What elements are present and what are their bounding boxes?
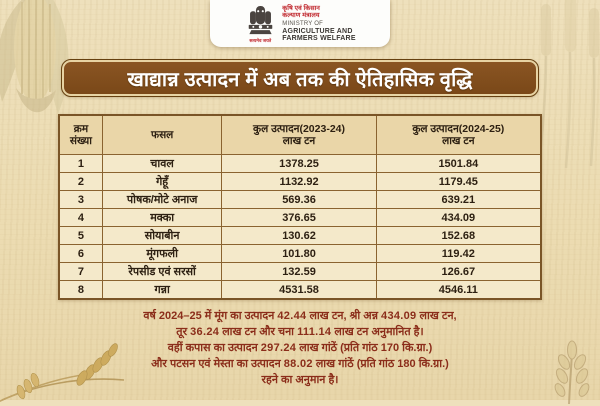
cell-crop: चावल <box>101 154 223 173</box>
cell-prod-2023-24: 376.65 <box>221 208 377 227</box>
cell-prod-2023-24: 130.62 <box>221 226 377 245</box>
cell-crop: गन्ना <box>101 280 223 300</box>
col-header-crop: फसल <box>101 114 223 155</box>
cell-serial: 5 <box>58 226 103 245</box>
ministry-name: कृषि एवं किसान कल्याण मंत्रालय MINISTRY … <box>282 5 355 43</box>
ministry-header-card: सत्यमेव जयते कृषि एवं किसान कल्याण मंत्र… <box>210 0 390 47</box>
footer-line: और पटसन एवं मेस्ता का उत्पादन 88.02 लाख … <box>151 358 449 370</box>
ministry-name-english-1: MINISTRY OF <box>282 20 323 27</box>
cell-serial: 3 <box>58 190 103 209</box>
cell-serial: 6 <box>58 244 103 263</box>
cell-prod-2023-24: 1378.25 <box>221 154 377 173</box>
page-title: खाद्यान्न उत्पादन में अब तक की ऐतिहासिक … <box>127 68 473 91</box>
cell-prod-2024-25: 119.42 <box>375 244 542 263</box>
table-row: 3 पोषक/मोटे अनाज 569.36 639.21 <box>58 190 542 209</box>
production-table-body: 1 चावल 1378.25 1501.84 2 गेहूँ 1132.92 1179.45 3… <box>58 154 542 300</box>
ministry-name-hindi-2: कल्याण मंत्रालय <box>282 12 320 19</box>
cell-prod-2024-25: 1501.84 <box>375 154 542 173</box>
ministry-name-english-2: AGRICULTURE AND <box>282 27 353 35</box>
footer-line: वर्ष 2024–25 में मूंग का उत्पादन 42.44 ल… <box>143 310 457 322</box>
col-header-serial: क्रम संख्या <box>58 114 103 155</box>
table-row: 6 मूंगफली 101.80 119.42 <box>58 244 542 263</box>
table-header-row: क्रम संख्या फसल कुल उत्पादन(2023-24) लाख ट… <box>58 114 542 155</box>
cell-prod-2023-24: 101.80 <box>221 244 377 263</box>
footer-line: रहने का अनुमान है। <box>261 374 339 386</box>
emblem-motto: सत्यमेव जयते <box>249 38 272 43</box>
cell-crop: रेपसीड एवं सरसों <box>101 262 223 281</box>
cell-crop: पोषक/मोटे अनाज <box>101 190 223 209</box>
cell-crop: सोयाबीन <box>101 226 223 245</box>
national-emblem-icon: सत्यमेव जयते <box>244 4 276 43</box>
title-banner: खाद्यान्न उत्पादन में अब तक की ऐतिहासिक … <box>61 59 539 97</box>
cell-prod-2024-25: 152.68 <box>375 226 542 245</box>
table-row: 4 मक्का 376.65 434.09 <box>58 208 542 227</box>
cell-prod-2023-24: 132.59 <box>221 262 377 281</box>
cell-serial: 1 <box>58 154 103 173</box>
cell-prod-2023-24: 569.36 <box>221 190 377 209</box>
cell-prod-2024-25: 126.67 <box>375 262 542 281</box>
col-header-prod-2024-25: कुल उत्पादन(2024-25) लाख टन <box>375 114 542 155</box>
footer-note: वर्ष 2024–25 में मूंग का उत्पादन 42.44 ल… <box>28 308 572 388</box>
cell-crop: गेहूँ <box>101 172 223 191</box>
cell-prod-2023-24: 4531.58 <box>221 280 377 300</box>
production-table: क्रम संख्या फसल कुल उत्पादन(2023-24) लाख ट… <box>58 114 542 300</box>
footer-line: तूर 36.24 लाख टन और चना 111.14 लाख टन अन… <box>176 326 424 338</box>
cell-prod-2024-25: 1179.45 <box>375 172 542 191</box>
cell-serial: 7 <box>58 262 103 281</box>
ministry-name-hindi-1: कृषि एवं किसान <box>282 4 320 12</box>
cell-prod-2024-25: 4546.11 <box>375 280 542 300</box>
cell-serial: 2 <box>58 172 103 191</box>
cell-prod-2024-25: 434.09 <box>375 208 542 227</box>
table-row: 5 सोयाबीन 130.62 152.68 <box>58 226 542 245</box>
millet-illustration <box>537 0 599 169</box>
cell-serial: 4 <box>58 208 103 227</box>
cell-crop: मूंगफली <box>101 244 223 263</box>
footer-line: वहीं कपास का उत्पादन 297.24 लाख गांठें (… <box>167 342 433 354</box>
cell-crop: मक्का <box>101 208 223 227</box>
table-row: 1 चावल 1378.25 1501.84 <box>58 154 542 173</box>
ministry-name-english-3: FARMERS WELFARE <box>282 35 356 42</box>
table-row: 7 रेपसीड एवं सरसों 132.59 126.67 <box>58 262 542 281</box>
col-header-prod-2023-24: कुल उत्पादन(2023-24) लाख टन <box>221 114 377 155</box>
cell-serial: 8 <box>58 280 103 300</box>
cell-prod-2024-25: 639.21 <box>375 190 542 209</box>
table-row: 2 गेहूँ 1132.92 1179.45 <box>58 172 542 191</box>
cell-prod-2023-24: 1132.92 <box>221 172 377 191</box>
table-row: 8 गन्ना 4531.58 4546.11 <box>58 280 542 300</box>
